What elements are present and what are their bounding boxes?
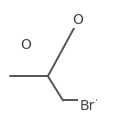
Text: O: O xyxy=(20,38,31,52)
Text: Br: Br xyxy=(79,99,95,113)
Text: O: O xyxy=(72,13,83,27)
